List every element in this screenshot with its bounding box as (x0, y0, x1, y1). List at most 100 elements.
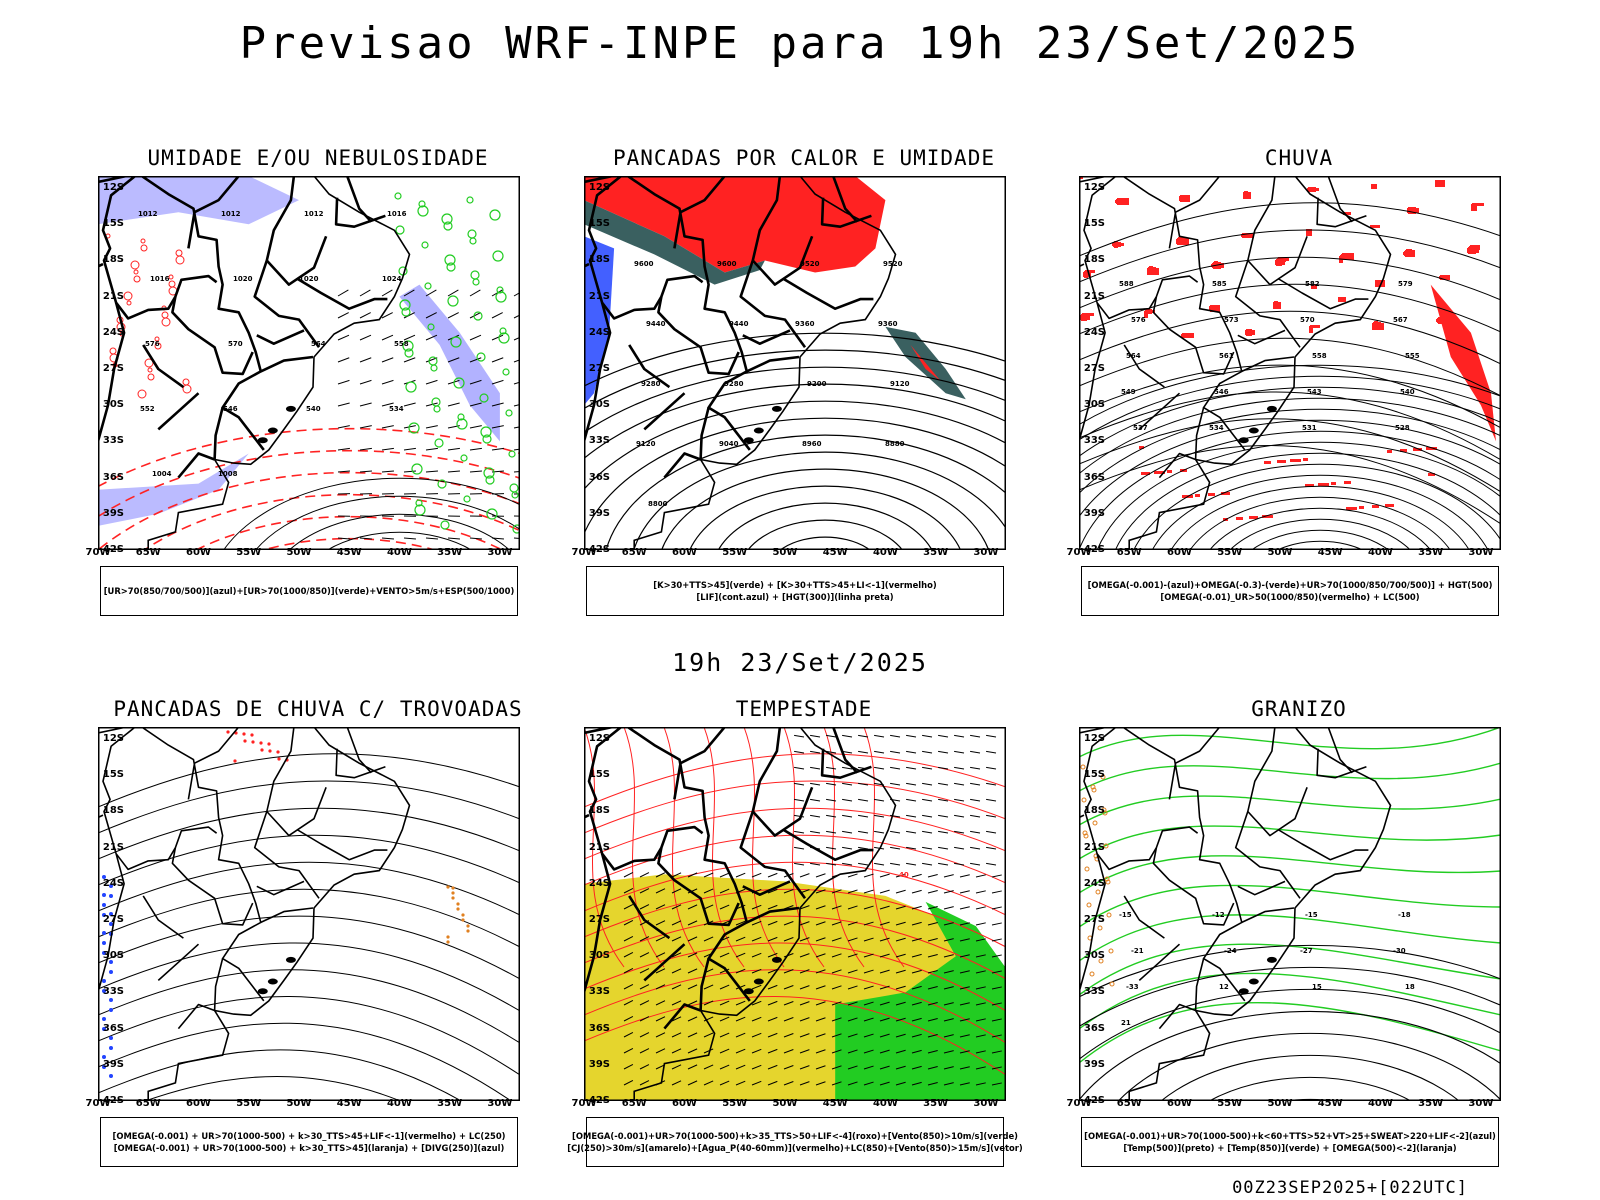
wind-vector (671, 1016, 682, 1022)
contour-label: 1008 (218, 470, 238, 478)
border-line (831, 176, 859, 223)
wind-vector (671, 872, 682, 878)
lifted-index-area (584, 236, 615, 406)
wind-vector (337, 470, 350, 473)
border-line (1079, 302, 1106, 442)
contour-line (1160, 1054, 1460, 1101)
streamline (98, 915, 520, 980)
latitude-tick-label: 30S (588, 399, 610, 411)
coastline (147, 176, 411, 550)
border-line (673, 176, 726, 249)
wind-vector (703, 872, 714, 878)
contour-line (1079, 989, 1501, 1061)
water-contour (823, 727, 865, 968)
contour-label: 582 (1305, 280, 1320, 288)
wind-vector (970, 846, 981, 850)
contour-label: 570 (1300, 316, 1315, 324)
thunder-cell (242, 732, 246, 736)
wind-vector (986, 830, 997, 834)
longitude-tick-label: 30W (487, 547, 513, 558)
wind-vector (959, 1082, 970, 1086)
green-cell (450, 336, 462, 348)
legend-line: [OMEGA(-0.001) + UR>70(1000-500) + k>30_… (112, 1131, 506, 1141)
wind-vector (991, 890, 1002, 894)
contour-line (98, 449, 520, 518)
lagoon-shape (743, 437, 754, 444)
latitude-tick-label: 21S (588, 290, 610, 302)
border-line (260, 355, 314, 373)
panel-title: PANCADAS POR CALOR E UMIDADE (612, 146, 995, 170)
contour-line (584, 366, 1006, 434)
border-line (260, 907, 314, 924)
omega-cell (1098, 958, 1104, 964)
temperature-850-contour (1079, 825, 1501, 860)
wind-vector (959, 970, 970, 974)
wind-vector (425, 289, 437, 297)
longitude-tick-label: 45W (822, 1098, 848, 1109)
streamline (98, 807, 520, 860)
wind-vector (842, 830, 853, 834)
border-line (1079, 176, 1246, 451)
wind-vector (959, 954, 970, 958)
wind-vector (381, 402, 394, 407)
wind-vector (879, 1081, 890, 1086)
wind-vector (767, 936, 778, 942)
wind-vector (639, 936, 650, 942)
divergence-cell (109, 922, 113, 926)
longitude-tick-label: 30W (487, 1098, 513, 1109)
latitude-tick-label: 15S (102, 218, 124, 230)
wind-vector (895, 889, 906, 894)
border-line (1194, 407, 1205, 460)
wind-vector (623, 1016, 634, 1022)
wind-vector (671, 952, 682, 958)
longitude-tick-label: 35W (437, 547, 463, 558)
wind-vector (815, 1001, 826, 1006)
lagoon-shape (1248, 427, 1259, 434)
rain-cell (1413, 448, 1422, 451)
wind-vector (943, 1018, 954, 1022)
wind-vector (687, 904, 698, 910)
rain-cell (1249, 516, 1258, 519)
contour-label: 564 (1126, 352, 1141, 360)
latitude-tick-label: 12S (1083, 182, 1105, 194)
contour-label: 543 (1307, 388, 1322, 396)
longitude-tick-label: 70W (85, 547, 111, 558)
border-line (831, 727, 859, 774)
rain-cell (1408, 207, 1416, 214)
latitude-tick-label: 24S (102, 877, 124, 889)
contour-label: -15 (1305, 911, 1318, 919)
rain-cell (1385, 504, 1394, 507)
wind-vector (671, 1048, 682, 1054)
wind-vector (847, 1017, 858, 1022)
green-cell (489, 209, 501, 221)
contour-label: 9200 (807, 380, 827, 388)
border-line (1241, 907, 1295, 924)
water-contour (703, 727, 745, 968)
wind-vector (954, 734, 965, 738)
wind-vector (655, 872, 666, 878)
wind-vector (425, 357, 438, 363)
wind-vector (425, 447, 438, 451)
wind-vector (799, 969, 810, 974)
contour-line (1079, 386, 1501, 457)
border-line (663, 1003, 702, 1030)
wind-vector (767, 1048, 778, 1054)
wind-vector (815, 937, 826, 942)
wind-vector (623, 984, 634, 990)
green-cell (440, 520, 450, 530)
border-line (673, 727, 726, 800)
wind-vector (783, 1065, 794, 1070)
contour-line (1114, 452, 1501, 550)
rain-area (1430, 284, 1496, 442)
latitude-tick-label: 18S (588, 805, 610, 817)
contour-label: 18 (1405, 983, 1415, 991)
thunder-cell (250, 733, 254, 737)
wind-vector (655, 888, 666, 894)
longitude-tick-label: 50W (772, 1098, 798, 1109)
wind-vector (655, 984, 666, 990)
rain-cell (1236, 517, 1243, 520)
border-line (1158, 1003, 1196, 1030)
lagoon-shape (1238, 988, 1249, 995)
wind-vector (425, 470, 438, 473)
contour-label: -24 (1224, 947, 1237, 955)
